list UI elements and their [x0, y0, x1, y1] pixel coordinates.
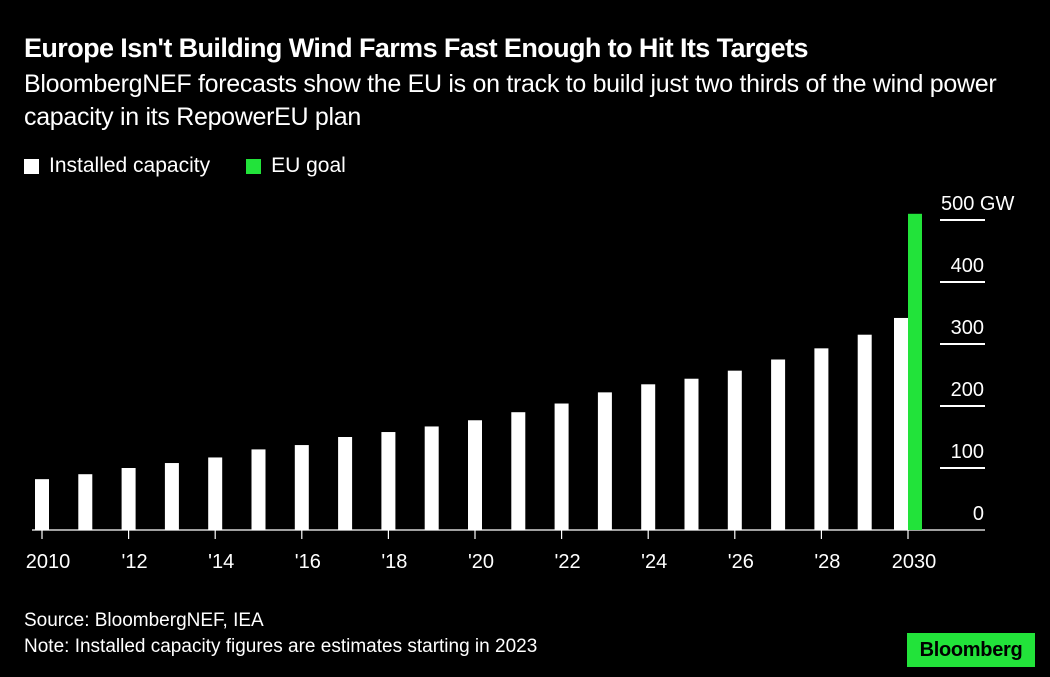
footer: Source: BloombergNEF, IEA Note: Installe…: [24, 608, 537, 660]
legend-label-eu-goal: EU goal: [271, 154, 346, 177]
legend-swatch-installed: [24, 158, 39, 174]
source-note: Source: BloombergNEF, IEA: [24, 610, 264, 631]
bar-installed-2019: [424, 426, 439, 530]
x-tick-label-2010: 2010: [26, 551, 71, 573]
bloomberg-logo: Bloomberg: [907, 633, 1035, 667]
x-tick-label-2016: '16: [295, 551, 321, 573]
bar-installed-2012: [121, 468, 136, 530]
x-tick-label-2020: '20: [468, 551, 494, 573]
bar-installed-2026: [727, 370, 742, 530]
bar-installed-2027: [771, 359, 786, 530]
bar-installed-2015: [251, 449, 266, 530]
x-tick-label-2030: 2030: [892, 551, 937, 573]
bar-installed-2016: [294, 445, 309, 530]
bar-installed-2013: [164, 463, 179, 530]
bar-installed-2029: [857, 334, 872, 530]
x-tick-label-2012: '12: [122, 551, 148, 573]
x-tick-label-2018: '18: [381, 551, 407, 573]
y-tick-label-400: 400: [951, 255, 984, 277]
bar-installed-2014: [208, 457, 223, 530]
legend-item-eu-goal: EU goal: [246, 154, 346, 178]
y-tick-label-100: 100: [951, 441, 984, 463]
bar-installed-2030: [894, 317, 908, 530]
x-tick-label-2022: '22: [555, 551, 581, 573]
chart-title: Europe Isn't Building Wind Farms Fast En…: [24, 33, 809, 63]
legend: Installed capacity EU goal: [24, 154, 382, 178]
x-tick-label-2026: '26: [728, 551, 754, 573]
bar-installed-2010: [35, 479, 49, 530]
bar-installed-2011: [78, 474, 93, 530]
bar-installed-2025: [684, 378, 699, 530]
x-tick-label-2014: '14: [208, 551, 234, 573]
x-tick-label-2028: '28: [814, 551, 840, 573]
bar-eu-goal-2030: [908, 213, 922, 531]
bar-installed-2022: [554, 403, 569, 530]
bar-installed-2023: [597, 392, 612, 530]
bar-installed-2018: [381, 432, 396, 530]
footnote: Note: Installed capacity figures are est…: [24, 636, 538, 657]
x-tick-label-2024: '24: [641, 551, 667, 573]
chart-subtitle: BloombergNEF forecasts show the EU is on…: [24, 70, 997, 131]
legend-item-installed: Installed capacity: [24, 154, 210, 178]
bar-installed-2028: [814, 348, 829, 530]
legend-label-installed: Installed capacity: [49, 154, 211, 177]
legend-swatch-eu-goal: [246, 158, 262, 174]
bar-installed-2017: [338, 437, 353, 530]
y-tick-label-200: 200: [951, 379, 984, 401]
bar-installed-2024: [641, 384, 656, 530]
bar-installed-2020: [468, 420, 482, 530]
y-tick-label-500: 500 GW: [941, 193, 1014, 215]
y-tick-label-0: 0: [973, 503, 984, 525]
y-tick-label-300: 300: [951, 317, 984, 339]
bar-installed-2021: [511, 412, 526, 530]
